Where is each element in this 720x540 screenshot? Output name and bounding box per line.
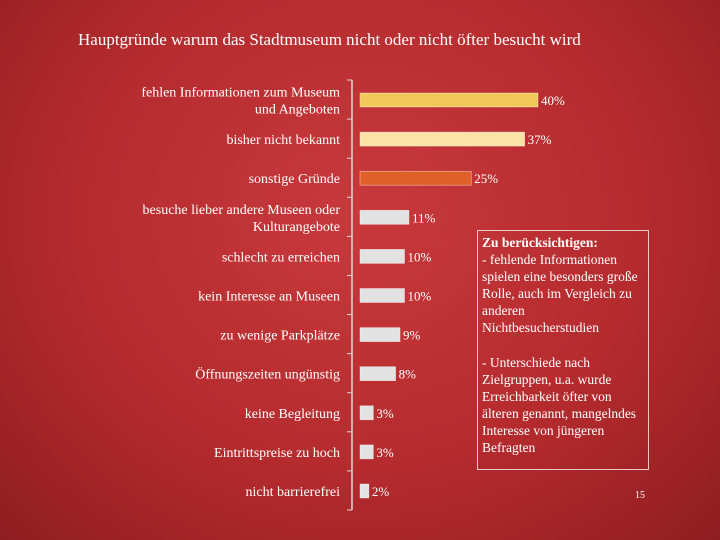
bar-value-label: 11% — [412, 210, 436, 225]
annotation-box: Zu berücksichtigen: - fehlende Informati… — [477, 230, 649, 470]
bar-value-label: 8% — [399, 367, 417, 382]
bar — [359, 92, 539, 108]
bar-value-label: 37% — [528, 132, 552, 147]
category-label: keine Begleitung — [245, 407, 340, 422]
bar — [359, 131, 525, 147]
bar-value-label: 2% — [372, 484, 390, 499]
bar-value-label: 10% — [408, 249, 432, 264]
page-number: 15 — [635, 490, 645, 501]
bar — [359, 405, 374, 421]
category-label: besuche lieber andere Museen oder — [143, 203, 341, 218]
category-label: sonstige Gründe — [249, 172, 340, 187]
chart-title: Hauptgründe warum das Stadtmuseum nicht … — [78, 30, 581, 49]
category-label: nicht barrierefrei — [246, 485, 341, 500]
bar-value-label: 40% — [541, 93, 565, 108]
category-label: Eintrittspreise zu hoch — [214, 446, 340, 461]
annotation-paragraph-2: - Unterschiede nach Zielgruppen, u.a. wu… — [482, 355, 637, 455]
bar — [359, 366, 396, 382]
annotation-heading: Zu berücksichtigen: — [482, 235, 598, 250]
category-label: schlecht zu erreichen — [222, 250, 340, 265]
bar-value-label: 10% — [408, 289, 432, 304]
category-label: kein Interesse an Museen — [198, 290, 340, 305]
bar-value-label: 9% — [403, 328, 421, 343]
bar-value-label: 25% — [474, 171, 498, 186]
category-label: zu wenige Parkplätze — [220, 329, 340, 344]
bar — [359, 249, 405, 264]
bar — [359, 444, 374, 460]
bar — [359, 483, 370, 499]
bar-value-label: 3% — [376, 406, 394, 421]
category-label: bisher nicht bekannt — [226, 133, 340, 148]
bar — [359, 170, 472, 186]
bar — [359, 288, 405, 303]
category-label: Öffnungszeiten ungünstig — [195, 366, 340, 383]
bar-value-label: 3% — [376, 445, 394, 460]
bar — [359, 327, 401, 342]
annotation-paragraph-1: - fehlende Informationen spielen eine be… — [482, 252, 638, 335]
bar — [359, 210, 410, 225]
category-label: und Angeboten — [255, 103, 340, 118]
category-label: Kulturangebote — [253, 220, 340, 235]
category-label: fehlen Informationen zum Museum — [141, 86, 340, 101]
